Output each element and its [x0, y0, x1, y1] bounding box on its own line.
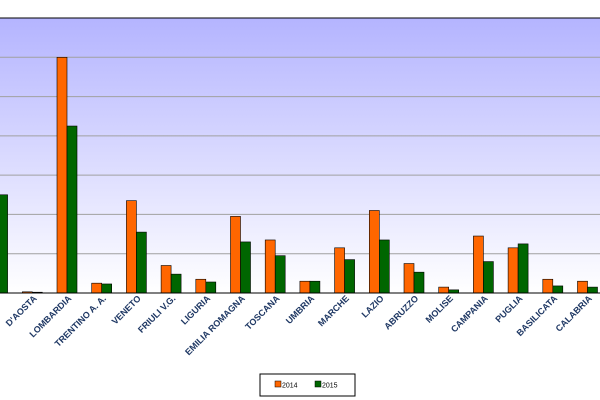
category-label: LIGURIA — [179, 293, 213, 327]
legend-swatch-2015 — [314, 380, 322, 388]
bar-2015-6 — [205, 281, 217, 294]
legend-box — [259, 373, 356, 397]
bar-2015-12 — [413, 271, 425, 294]
bar-2015-16 — [552, 285, 564, 294]
bar-2015-5 — [170, 273, 182, 294]
category-label: VENETO — [110, 293, 143, 326]
bar-2014-14 — [473, 235, 484, 294]
legend: 2014 2015 — [259, 373, 356, 397]
category-label: ABRUZZO — [382, 293, 420, 331]
category-label: FRIULI V.G. — [136, 293, 177, 334]
bar-2015-0 — [0, 194, 8, 294]
legend-swatch-2014 — [274, 380, 282, 388]
bar-2014-6 — [195, 278, 207, 294]
bar-2014-7 — [230, 216, 241, 294]
bar-2014-17 — [577, 280, 588, 294]
bar-2014-5 — [160, 265, 172, 294]
bar-2015-7 — [240, 241, 251, 294]
bar-2015-3 — [101, 283, 112, 294]
bar-2014-12 — [403, 263, 415, 294]
category-label: PUGLIA — [493, 293, 524, 324]
legend-label-2014: 2014 — [282, 383, 298, 390]
bar-2015-2 — [66, 125, 78, 294]
category-label: EMILIA ROMAGNA — [183, 293, 247, 357]
bar-2014-11 — [368, 210, 380, 294]
bar-2015-9 — [309, 280, 321, 294]
category-label: CALABRIA — [554, 293, 595, 334]
bar-2014-2 — [56, 56, 68, 294]
category-label: MARCHE — [316, 293, 351, 328]
category-label: UMBRIA — [284, 293, 317, 326]
bar-2015-10 — [344, 259, 355, 294]
bar-2014-10 — [334, 247, 345, 294]
bar-2015-15 — [517, 243, 529, 294]
category-label: LAZIO — [360, 293, 386, 319]
gridlines — [0, 56, 600, 255]
plot-area — [0, 18, 600, 293]
bars — [0, 56, 598, 294]
category-label: D'AOSTA — [4, 293, 39, 328]
bar-2015-14 — [483, 261, 494, 294]
category-label: CAMPANIA — [449, 293, 490, 334]
bar-2015-11 — [378, 239, 390, 294]
bar-2015-8 — [274, 255, 286, 294]
category-label: MOLISE — [424, 293, 455, 324]
bar-2015-4 — [136, 231, 147, 294]
bar-2014-8 — [264, 239, 276, 294]
bar-2014-13 — [438, 286, 450, 294]
bar-2014-3 — [91, 282, 102, 294]
category-label: TOSCANA — [243, 293, 282, 332]
bar-2014-4 — [126, 200, 137, 294]
bar-2014-15 — [507, 247, 519, 294]
bar-2014-16 — [542, 278, 554, 294]
bar-2014-9 — [299, 280, 311, 294]
bar-2015-17 — [587, 286, 598, 294]
legend-label-2015: 2015 — [322, 383, 338, 390]
